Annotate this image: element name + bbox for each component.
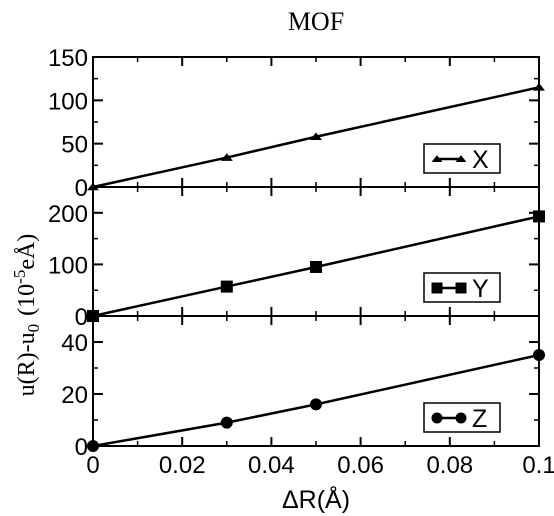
- data-point-z: [310, 398, 322, 411]
- chart-panels: 0 50 100 150 X 0 100 200 Y 0 20 40 Z: [48, 45, 545, 461]
- x-tick-label: 0.04: [248, 452, 295, 479]
- data-point-y: [533, 210, 545, 223]
- series-line-x: [92, 86, 540, 189]
- y-tick-label: 100: [48, 252, 88, 279]
- data-point-x: [220, 153, 233, 161]
- y-tick-label: 40: [61, 330, 88, 357]
- y-tick-label: 0: [75, 175, 88, 202]
- data-point-z: [87, 440, 99, 452]
- legend-marker: [431, 282, 443, 294]
- y-tick-label: 0: [75, 304, 88, 331]
- y-tick-label: 50: [61, 132, 88, 159]
- y-axis-label-unit-open: (10: [14, 284, 40, 316]
- series-line-y: [92, 215, 540, 318]
- y-axis-label-main: u(R)-u: [14, 332, 40, 396]
- data-point-z: [220, 416, 233, 429]
- y-axis-label-subscript: 0: [24, 324, 43, 333]
- legend-marker: [431, 155, 443, 163]
- y-tick-label: 20: [61, 382, 88, 409]
- panel-x: 0 50 100 150 X: [48, 45, 545, 202]
- y-tick-label: 150: [48, 45, 88, 72]
- legend-label: X: [472, 146, 489, 174]
- y-tick-label: 200: [48, 201, 88, 228]
- x-tick-label: 0.08: [426, 452, 473, 479]
- series-line-z: [92, 353, 540, 448]
- x-axis: 0 0.02 0.04 0.06 0.08 0.1: [86, 452, 554, 479]
- legend-marker: [455, 282, 467, 294]
- legend-y: Y: [423, 272, 501, 303]
- legend-marker: [455, 412, 467, 424]
- data-point-x: [533, 83, 545, 91]
- data-point-y: [310, 260, 322, 273]
- x-tick-label: 0: [86, 452, 99, 479]
- y-axis-label-unit-exponent: -5: [10, 270, 29, 284]
- data-point-z: [533, 349, 545, 361]
- legend-label: Z: [472, 405, 487, 433]
- x-tick-label: 0.02: [159, 452, 206, 479]
- x-axis-label: ΔR(Å): [282, 484, 350, 514]
- legend-z: Z: [423, 402, 501, 433]
- legend-marker: [455, 155, 467, 163]
- x-tick-label: 0.1: [522, 452, 554, 479]
- legend-x: X: [423, 143, 501, 174]
- legend-marker: [431, 412, 443, 424]
- svg-text:u(R)-u0(10-5eÅ): u(R)-u0 (10-5eÅ): [10, 234, 43, 397]
- panel-y: 0 100 200 Y: [48, 186, 545, 331]
- y-tick-label: 0: [75, 434, 88, 461]
- chart-title: MOF: [288, 7, 344, 36]
- y-tick-label: 100: [48, 88, 88, 115]
- y-axis-label-unit-close: eÅ): [14, 234, 40, 270]
- legend-label: Y: [472, 275, 489, 303]
- data-point-x: [310, 132, 322, 141]
- y-axis-label: u(R)-u0 (10-5eÅ): [10, 234, 43, 397]
- x-tick-label: 0.06: [337, 452, 384, 479]
- data-point-y: [220, 280, 233, 293]
- panel-z: 0 20 40 Z: [61, 315, 545, 461]
